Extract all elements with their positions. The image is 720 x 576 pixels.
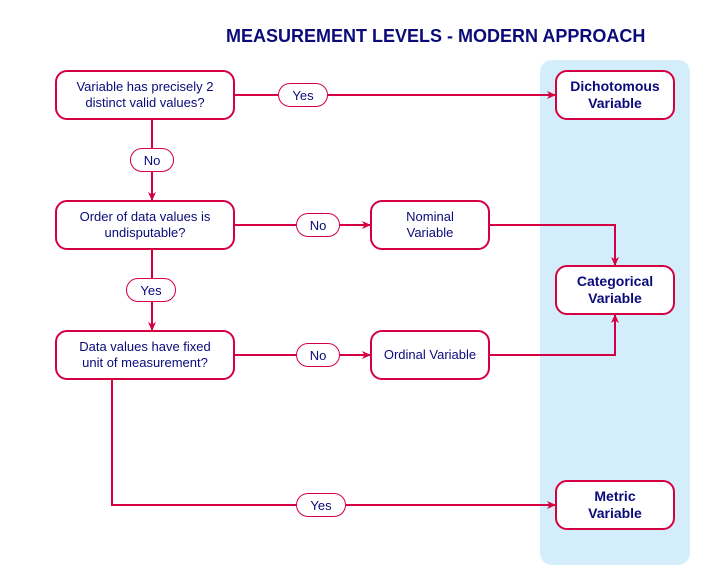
page-title: MEASUREMENT LEVELS - MODERN APPROACH (226, 26, 645, 47)
node-metric: Metric Variable (555, 480, 675, 530)
node-dichotomous-label: Dichotomous Variable (567, 78, 663, 113)
pill-no-3: No (296, 343, 340, 367)
node-metric-label: Metric Variable (567, 488, 663, 523)
node-nominal-label: Nominal Variable (382, 209, 478, 242)
edge-q3-down (112, 380, 296, 505)
node-q3-label: Data values have fixed unit of measureme… (67, 339, 223, 372)
node-categorical-label: Categorical Variable (567, 273, 663, 308)
node-categorical: Categorical Variable (555, 265, 675, 315)
node-ordinal: Ordinal Variable (370, 330, 490, 380)
node-q3: Data values have fixed unit of measureme… (55, 330, 235, 380)
pill-yes-3: Yes (296, 493, 346, 517)
node-q2-label: Order of data values is undisputable? (67, 209, 223, 242)
pill-yes-1: Yes (278, 83, 328, 107)
node-q1-label: Variable has precisely 2 distinct valid … (67, 79, 223, 112)
node-q1: Variable has precisely 2 distinct valid … (55, 70, 235, 120)
node-dichotomous: Dichotomous Variable (555, 70, 675, 120)
pill-no-1: No (130, 148, 174, 172)
node-ordinal-label: Ordinal Variable (384, 347, 476, 363)
node-nominal: Nominal Variable (370, 200, 490, 250)
pill-no-2: No (296, 213, 340, 237)
node-q2: Order of data values is undisputable? (55, 200, 235, 250)
pill-yes-2: Yes (126, 278, 176, 302)
